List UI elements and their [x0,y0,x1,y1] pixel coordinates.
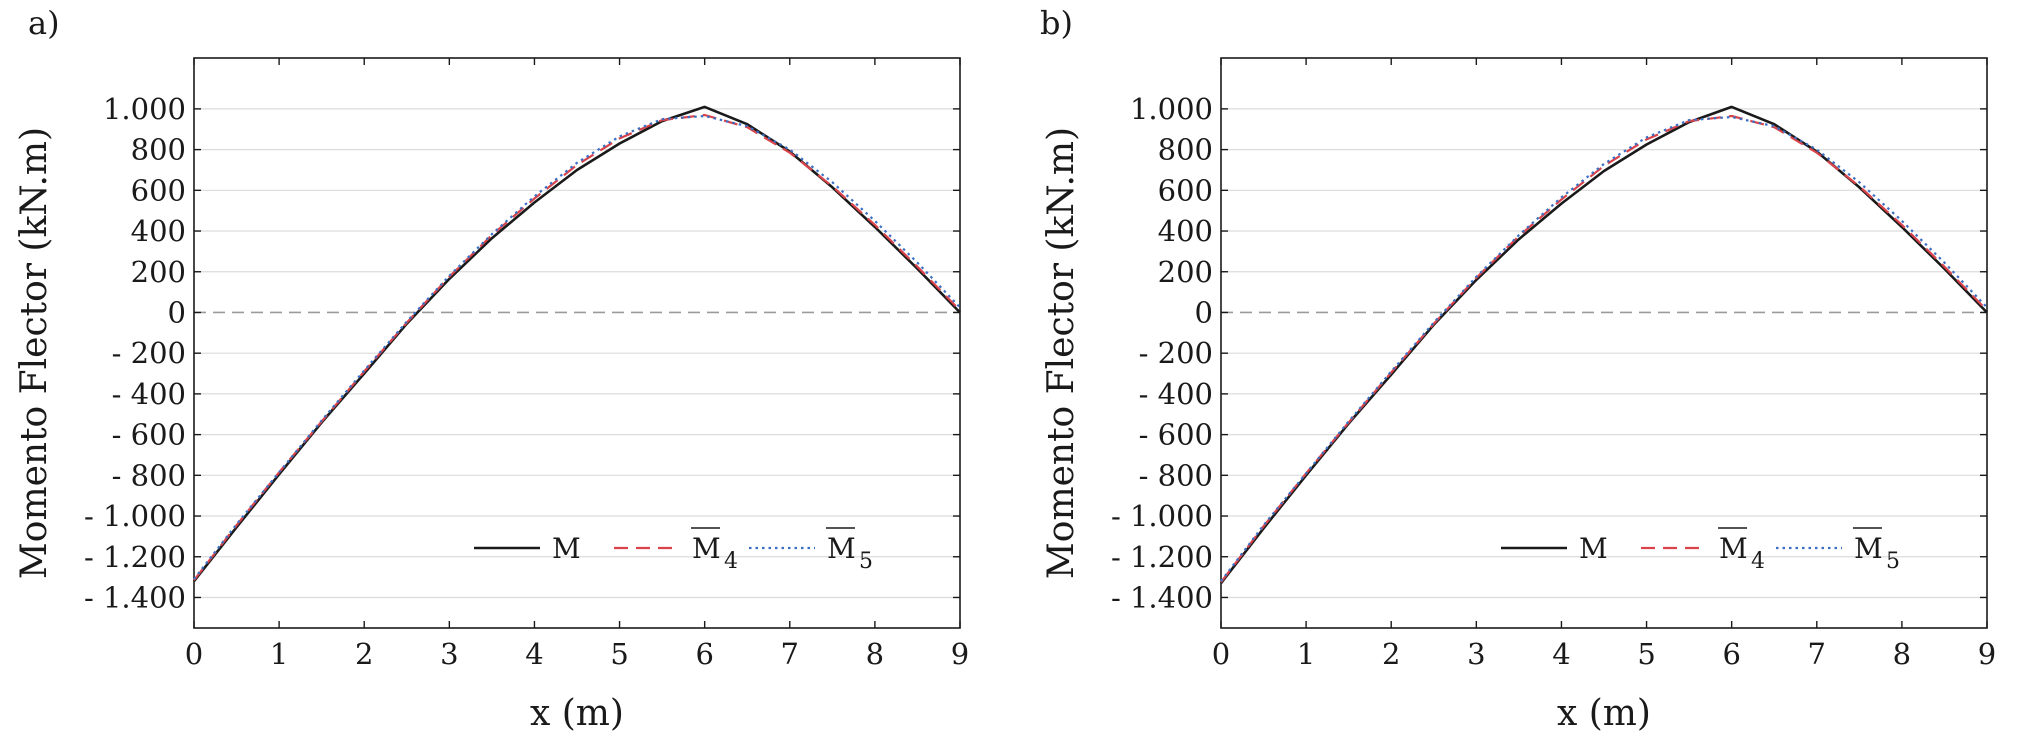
y-tick-label: - 1.400 [84,580,186,614]
chart-panel-1: b) 1.000 800 600 400 200 0 - 200 - 400 - 600 - 800… [1040,4,1996,734]
y-tick-label: 1.000 [103,92,186,126]
x-tick-label: 2 [355,637,373,671]
legend-label-1: M [692,532,721,565]
y-tick-label: 400 [1158,214,1213,248]
series-line-2 [1220,115,1988,582]
y-tick-label: - 1.000 [1111,499,1213,533]
y-tick-label: - 600 [112,418,186,452]
legend-label-2: M [1854,532,1883,565]
y-axis-title: Momento Flector (kN.m) [14,127,55,579]
x-tick-label: 7 [1808,637,1826,671]
y-tick-label: - 1.200 [84,540,186,574]
series-line-2 [193,114,961,580]
panel-label: b) [1040,4,1073,42]
y-tick-label: - 1.200 [1111,540,1213,574]
legend-subscript-2: 5 [1886,549,1900,574]
x-tick-label: 7 [781,637,799,671]
x-tick-label: 9 [1978,637,1996,671]
x-tick-label: 4 [525,637,543,671]
x-tick-label: 6 [695,637,713,671]
y-tick-label: - 200 [1139,336,1213,370]
y-tick-label: - 800 [1139,458,1213,492]
y-tick-label: 400 [131,214,186,248]
y-tick-label: 600 [1158,173,1213,207]
x-tick-label: 3 [1467,637,1485,671]
plot-frame [1220,57,1988,629]
legend-subscript-1: 4 [1751,549,1765,574]
x-tick-label: 3 [440,637,458,671]
x-tick-label: 5 [1637,637,1655,671]
y-tick-label: 1.000 [1130,92,1213,126]
series-line-0 [192,105,961,583]
chart-panel-0: a) 1.000 800 600 400 200 0 - 200 - 400 - 600 - 800… [14,4,969,734]
legend-label-1: M [1719,532,1748,565]
y-tick-label: - 1.000 [84,499,186,533]
legend-subscript-1: 4 [724,549,738,574]
x-tick-label: 1 [1297,637,1315,671]
x-tick-label: 8 [1893,637,1911,671]
legend-subscript-2: 5 [859,549,873,574]
y-tick-label: - 600 [1139,418,1213,452]
x-tick-label: 0 [1212,637,1230,671]
y-tick-label: - 400 [1139,377,1213,411]
y-tick-label: 800 [1158,133,1213,167]
x-tick-label: 6 [1722,637,1740,671]
x-tick-label: 1 [270,637,288,671]
y-tick-label: 200 [131,255,186,289]
series-line-0 [1219,105,1988,584]
y-tick-label: - 200 [112,336,186,370]
legend-label-0: M [552,532,581,565]
y-tick-label: 0 [1195,295,1213,329]
x-tick-label: 8 [866,637,884,671]
y-tick-label: 0 [168,295,186,329]
y-tick-label: 800 [131,133,186,167]
x-tick-label: 5 [610,637,628,671]
legend-label-0: M [1579,532,1608,565]
x-tick-label: 4 [1552,637,1570,671]
y-tick-label: - 800 [112,458,186,492]
legend-label-2: M [827,532,856,565]
y-tick-label: 600 [131,173,186,207]
panel-label: a) [28,4,60,42]
x-tick-label: 9 [951,637,969,671]
y-tick-label: - 1.400 [1111,580,1213,614]
plot-frame [193,57,961,629]
y-tick-label: 200 [1158,255,1213,289]
series-line-1 [1220,114,1988,583]
x-axis-title: x (m) [1557,693,1651,734]
series-line-1 [193,113,961,581]
y-axis-title: Momento Flector (kN.m) [1041,127,1082,579]
x-axis-title: x (m) [530,693,624,734]
x-tick-label: 2 [1382,637,1400,671]
x-tick-label: 0 [185,637,203,671]
y-tick-label: - 400 [112,377,186,411]
